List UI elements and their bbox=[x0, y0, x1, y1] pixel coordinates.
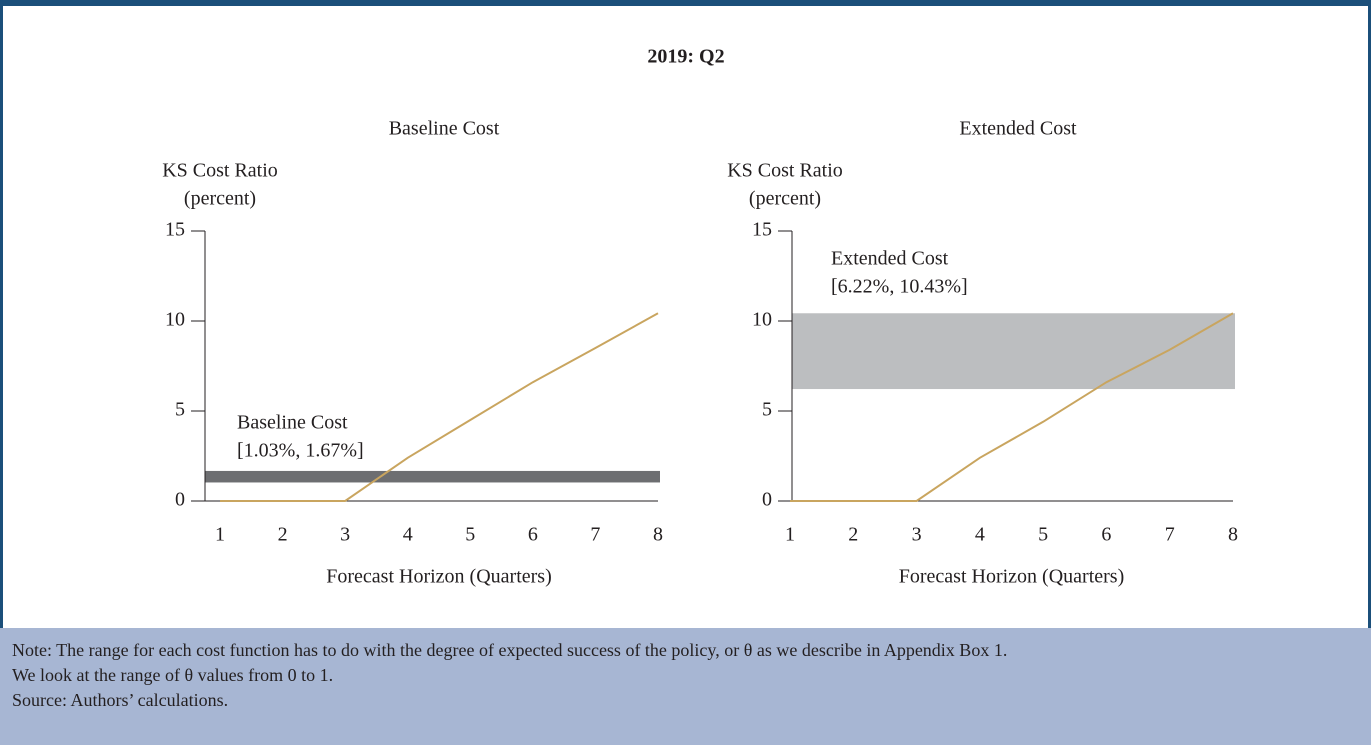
note-line: Note: The range for each cost function h… bbox=[12, 640, 1007, 660]
x-tick-label: 8 bbox=[1228, 524, 1238, 546]
band-annotation: [1.03%, 1.67%] bbox=[237, 440, 364, 462]
x-tick-label: 5 bbox=[465, 524, 475, 546]
y-axis-label: KS Cost Ratio bbox=[162, 160, 278, 182]
x-tick-label: 7 bbox=[590, 524, 600, 546]
x-tick-label: 5 bbox=[1038, 524, 1048, 546]
y-tick-label: 5 bbox=[175, 399, 185, 421]
x-tick-label: 1 bbox=[215, 524, 225, 546]
x-tick-label: 7 bbox=[1165, 524, 1175, 546]
y-tick-label: 15 bbox=[752, 219, 772, 241]
x-tick-label: 2 bbox=[278, 524, 288, 546]
y-tick-label: 0 bbox=[762, 489, 772, 511]
y-tick-label: 0 bbox=[175, 489, 185, 511]
y-tick-label: 10 bbox=[752, 309, 772, 331]
x-axis-label: Forecast Horizon (Quarters) bbox=[899, 566, 1124, 588]
x-tick-label: 3 bbox=[340, 524, 350, 546]
cost-line bbox=[220, 312, 659, 502]
right-border bbox=[1368, 0, 1371, 628]
y-axis-label: (percent) bbox=[749, 188, 821, 210]
x-tick-label: 4 bbox=[975, 524, 985, 546]
x-tick-label: 6 bbox=[1101, 524, 1111, 546]
range-band bbox=[205, 470, 660, 483]
figure-title: 2019: Q2 bbox=[647, 46, 724, 68]
cost-line bbox=[790, 312, 1234, 502]
x-tick-label: 2 bbox=[848, 524, 858, 546]
range-band bbox=[792, 313, 1235, 390]
x-tick-label: 3 bbox=[912, 524, 922, 546]
note-line: We look at the range of θ values from 0 … bbox=[12, 665, 333, 685]
note-line: Source: Authors’ calculations. bbox=[12, 690, 228, 710]
top-border bbox=[0, 0, 1371, 6]
y-tick-label: 5 bbox=[762, 399, 772, 421]
x-tick-label: 4 bbox=[403, 524, 413, 546]
y-tick-label: 10 bbox=[165, 309, 185, 331]
note-panel bbox=[0, 628, 1371, 745]
x-tick-label: 6 bbox=[528, 524, 538, 546]
x-tick-label: 8 bbox=[653, 524, 663, 546]
band-annotation: Baseline Cost bbox=[237, 412, 348, 434]
y-tick-label: 15 bbox=[165, 219, 185, 241]
x-tick-label: 1 bbox=[785, 524, 795, 546]
x-axis-label: Forecast Horizon (Quarters) bbox=[326, 566, 551, 588]
left-border bbox=[0, 0, 3, 628]
y-axis-label: KS Cost Ratio bbox=[727, 160, 843, 182]
panel-title: Baseline Cost bbox=[389, 118, 500, 140]
band-annotation: [6.22%, 10.43%] bbox=[831, 276, 968, 298]
panel-title: Extended Cost bbox=[959, 118, 1077, 140]
band-annotation: Extended Cost bbox=[831, 248, 949, 270]
y-axis-label: (percent) bbox=[184, 188, 256, 210]
